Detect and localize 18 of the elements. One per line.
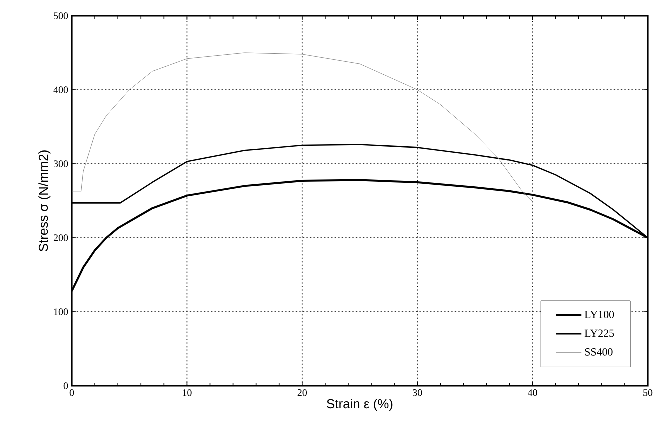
y-tick-label: 200 <box>54 234 68 242</box>
y-tick-label: 100 <box>54 308 68 316</box>
x-tick-label: 30 <box>413 390 422 396</box>
y-tick-label: 400 <box>54 86 68 94</box>
x-tick-label: 50 <box>644 390 653 396</box>
x-tick-label: 20 <box>298 390 308 396</box>
y-tick-label: 500 <box>54 12 68 20</box>
y-axis-title: Stress σ (N/mm2) <box>38 150 51 252</box>
x-tick-label: 0 <box>70 390 74 396</box>
legend-label: LY225 <box>584 330 614 338</box>
x-tick-label: 40 <box>528 390 538 396</box>
x-axis-title: Strain ε (%) <box>327 399 393 412</box>
x-tick-label: 10 <box>183 390 192 396</box>
line-series <box>72 52 534 202</box>
legend-label: LY100 <box>584 311 614 318</box>
y-tick-label: 0 <box>64 382 68 390</box>
y-tick-label: 300 <box>54 160 68 168</box>
legend-label: SS400 <box>585 348 613 356</box>
